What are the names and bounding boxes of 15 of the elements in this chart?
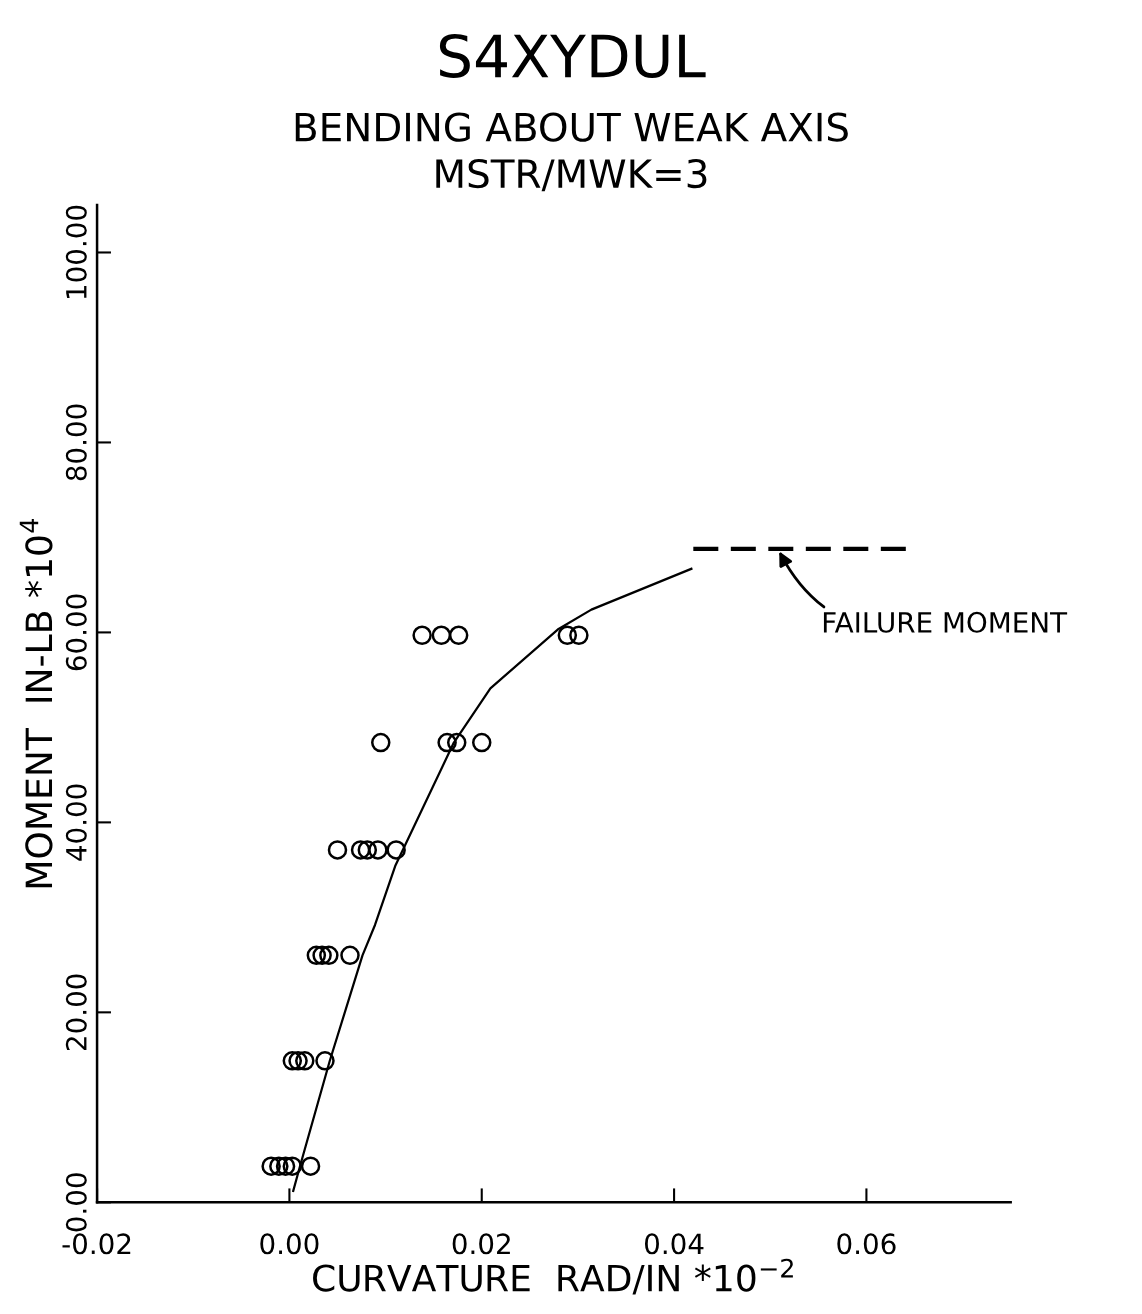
x-axis-title: CURVATURE RAD/IN *10$^{−2}$ — [313, 1258, 793, 1295]
chart-subtitle: BENDING ABOUT WEAK AXIS MSTR/MWK=3 — [295, 112, 848, 192]
annotation: FAILURE MOMENT — [823, 611, 1068, 633]
x-tick-label: 0.02 — [452, 1233, 510, 1255]
x-tick-label: 0.04 — [644, 1233, 704, 1255]
y-tick-label: 80.00 — [65, 404, 87, 481]
x-tick-label: -0.02 — [62, 1233, 131, 1255]
y-tick-label: 100.00 — [65, 205, 87, 299]
y-tick-label: 20.00 — [65, 974, 87, 1051]
x-tick-label: 0.06 — [837, 1233, 896, 1255]
x-tick-label: 0.00 — [260, 1233, 319, 1255]
y-axis-title: MOMENT IN-LB *10$^{4}$ — [19, 519, 53, 888]
chart-title: S4XYDUL — [439, 33, 706, 78]
y-tick-label: 40.00 — [65, 784, 87, 861]
y-tick-label: 60.00 — [65, 594, 87, 671]
